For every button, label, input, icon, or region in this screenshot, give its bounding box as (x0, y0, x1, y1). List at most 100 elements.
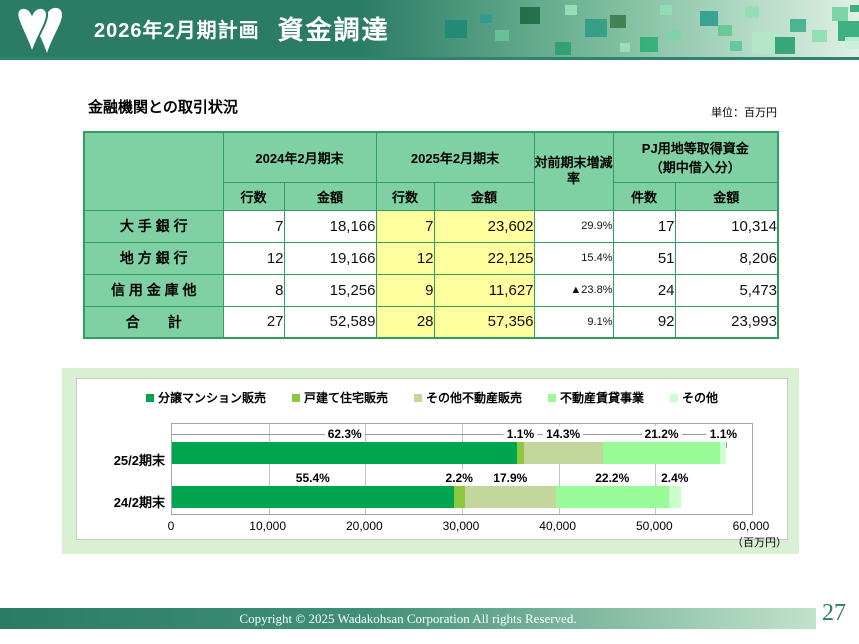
header-decor-square (610, 14, 626, 28)
chart-unit-label: （百万円） (732, 537, 787, 549)
subheader-pj-count: 件数 (612, 181, 676, 211)
bar-segment (464, 486, 556, 508)
header-decor-square (620, 43, 630, 52)
legend-item: 不動産賃貸事業 (548, 389, 644, 406)
cell-pj-amount: 23,993 (674, 305, 779, 339)
x-tick-label: 50,000 (635, 519, 673, 533)
legend-item: 戸建て住宅販売 (291, 389, 388, 406)
cell-2025-rows: 12 (375, 241, 435, 275)
legend-label: 戸建て住宅販売 (303, 391, 388, 405)
header-decor-square (775, 37, 795, 54)
x-tick-label: 30,000 (442, 519, 480, 533)
legend-label: その他 (682, 391, 719, 405)
x-tick-label: 20,000 (345, 519, 383, 533)
subheader-2025-rows: 行数 (375, 181, 435, 211)
subheader-2025-amount: 金額 (433, 181, 535, 211)
bar-segment (523, 442, 603, 464)
segment-percent-label: 2.2% (442, 470, 476, 486)
cell-2024-rows: 8 (222, 273, 285, 307)
col-group-pj: PJ用地等取得資金 （期中借入分） (612, 131, 779, 183)
row-label: 大 手 銀 行 (83, 209, 224, 243)
gridline (365, 424, 367, 514)
leader-line (172, 434, 727, 435)
header-decor-square (790, 18, 806, 32)
bar-segment (453, 486, 465, 508)
cell-pj-amount: 10,314 (674, 209, 779, 243)
cell-rate: 15.4% (533, 241, 614, 275)
cell-rate: ▲23.8% (533, 273, 614, 307)
gridline (268, 424, 270, 514)
financial-institutions-table: 2024年2月期末 2025年2月期末 対前期末増減率 PJ用地等取得資金 （期… (83, 131, 779, 339)
company-logo-icon (16, 6, 63, 56)
segment-percent-label: 1.1% (706, 426, 741, 442)
bar-label-row: 62.3% 1.1% 14.3% 21.2% 1.1% (172, 426, 752, 448)
header-decor-square (445, 19, 467, 38)
header-decor-square (520, 7, 540, 24)
header-decor-square (838, 21, 859, 41)
legend-item: その他不動産販売 (413, 389, 522, 406)
page-number: 27 (822, 600, 846, 626)
header-decor-square (752, 32, 778, 54)
bar-segment (720, 442, 727, 464)
bar-segment (602, 442, 721, 464)
row-label: 合 計 (83, 305, 224, 339)
cell-2025-rows: 7 (375, 209, 435, 243)
table-row: 信 用 金 庫 他 8 15,256 9 11,627 ▲23.8% 24 5,473 (83, 273, 779, 307)
subheader-2024-amount: 金額 (283, 181, 377, 211)
chart-x-axis: 0 10,000 20,000 30,000 40,000 50,000 60,000 (167, 519, 770, 533)
legend-item: 分譲マンション販売 (145, 389, 266, 406)
legend-label: その他不動産販売 (425, 391, 522, 405)
cell-2025-amount: 11,627 (433, 273, 535, 307)
col-group-pj-line2: （期中借入分） (649, 160, 741, 176)
legend-swatch-icon (670, 393, 679, 402)
bar-segment (517, 442, 524, 464)
cell-pj-count: 24 (612, 273, 676, 307)
cell-2024-rows: 12 (222, 241, 285, 275)
cell-2024-rows: 27 (222, 305, 285, 339)
header-decor-square (812, 29, 827, 43)
table-row: 合 計 27 52,589 28 57,356 9.1% 92 23,993 (83, 305, 779, 339)
x-tick-label: 0 (167, 519, 175, 533)
bar-segment (172, 442, 518, 464)
legend-label: 不動産賃貸事業 (560, 391, 645, 405)
subheader-2024-rows: 行数 (222, 181, 285, 211)
cell-2025-rows: 9 (375, 273, 435, 307)
title-subject: 資金調達 (277, 15, 390, 45)
stacked-bar-24/2期末 (172, 486, 681, 508)
table-row: 大 手 銀 行 7 18,166 7 23,602 29.9% 17 10,314 (83, 209, 779, 243)
cell-2025-amount: 23,602 (433, 209, 535, 243)
legend-swatch-icon (548, 393, 556, 402)
legend-item: その他 (670, 389, 718, 406)
cell-rate: 9.1% (533, 305, 614, 339)
header-bar: 2026年2月期計画 資金調達 (0, 0, 859, 60)
row-label: 信 用 金 庫 他 (83, 273, 224, 307)
title-plan-period: 2026年2月期計画 (94, 20, 260, 42)
table-row: 地 方 銀 行 12 19,166 12 22,125 15.4% 51 8,206 (83, 241, 779, 275)
header-decor-square (585, 18, 607, 37)
segment-percent-label: 21.2% (641, 426, 682, 442)
cell-rate: 29.9% (533, 209, 614, 243)
segment-percent-label: 17.9% (490, 470, 531, 486)
header-decor-square (845, 37, 859, 49)
chart-legend: 分譲マンション販売 戸建て住宅販売 その他不動産販売 不動産賃貸事業 その他 (77, 389, 787, 406)
col-rate-header: 対前期末増減率 (533, 131, 614, 211)
bar-segment (668, 486, 681, 508)
header-decor-square (832, 7, 848, 21)
col-group-pj-line1: PJ用地等取得資金 (641, 141, 749, 157)
header-decor-square (718, 24, 732, 37)
segment-percent-label: 1.1% (503, 426, 538, 442)
header-decor-square (565, 4, 577, 15)
segment-percent-label: 14.3% (543, 426, 584, 442)
header-decor-square (495, 29, 509, 42)
col-group-2025: 2025年2月期末 (375, 131, 535, 183)
segment-percent-label: 2.4% (658, 470, 692, 486)
segment-percent-label: 62.3% (324, 426, 365, 442)
legend-label: 分譲マンション販売 (157, 391, 266, 405)
x-tick-label: 40,000 (539, 519, 577, 533)
segment-percent-label: 22.2% (592, 470, 633, 486)
chart-plot-box: 分譲マンション販売 戸建て住宅販売 その他不動産販売 不動産賃貸事業 その他 25/2期… (76, 378, 788, 540)
cell-pj-amount: 8,206 (674, 241, 779, 275)
header-decor-square (745, 6, 759, 18)
bar-segment (555, 486, 669, 508)
cell-2024-rows: 7 (222, 209, 285, 243)
